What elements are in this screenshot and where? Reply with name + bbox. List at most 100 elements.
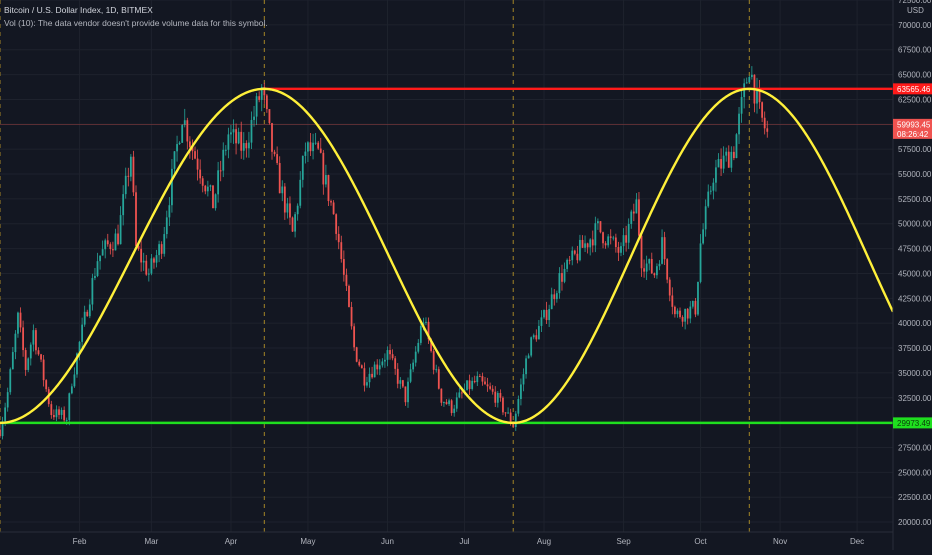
candle-down (45, 380, 48, 390)
candle-up (73, 374, 76, 387)
candle-down (666, 259, 669, 280)
candle-up (242, 143, 245, 151)
candle-up (704, 206, 707, 230)
candle-down (686, 308, 689, 319)
candle-up (248, 142, 250, 149)
candle-down (391, 354, 394, 359)
candle-up (756, 88, 758, 104)
candle-up (68, 393, 71, 420)
horizontal-levels (0, 87, 893, 425)
candle-up (496, 393, 499, 403)
currency-label: USD (907, 6, 924, 15)
volume-notice: Vol (10): The data vendor doesn't provid… (4, 18, 268, 28)
candle-up (745, 82, 748, 84)
candle-down (58, 409, 60, 415)
x-tick-label: Sep (616, 537, 631, 546)
candle-down (766, 128, 769, 132)
candle-up (748, 76, 751, 83)
candle-down (679, 310, 681, 317)
candle-up (378, 365, 381, 370)
candle-up (627, 223, 630, 243)
y-tick-label: 47500.00 (898, 245, 932, 254)
candle-up (738, 113, 740, 135)
candle-down (350, 306, 353, 327)
candle-up (707, 191, 710, 207)
candle-down (219, 170, 222, 172)
candle-up (14, 333, 17, 353)
candle-up (740, 97, 743, 114)
candle-down (568, 259, 571, 261)
candle-up (635, 199, 638, 214)
candle-up (722, 155, 725, 169)
candle-up (443, 402, 445, 404)
candle-up (168, 205, 171, 218)
candle-up (620, 246, 622, 253)
candle-up (32, 330, 35, 345)
candle-down (473, 380, 476, 383)
y-tick-label: 22500.00 (898, 493, 932, 502)
candle-down (371, 373, 373, 378)
candle-down (199, 169, 202, 179)
x-tick-label: Dec (850, 537, 864, 546)
candle-down (602, 232, 604, 244)
candle-down (19, 312, 22, 328)
candle-down (668, 279, 671, 296)
candle-up (699, 243, 702, 282)
candle-up (163, 234, 166, 254)
candle-up (414, 351, 417, 363)
candle-down (650, 258, 653, 274)
candle-up (691, 300, 694, 307)
price-label-box (893, 118, 932, 139)
candle-up (558, 273, 561, 294)
candle-down (484, 381, 486, 385)
candle-up (260, 86, 263, 100)
candle-down (245, 143, 248, 149)
candle-up (253, 116, 255, 120)
grid (0, 0, 893, 532)
candle-down (160, 244, 163, 254)
candle-up (9, 369, 12, 393)
candle-down (276, 154, 279, 164)
y-tick-label: 25000.00 (898, 468, 932, 477)
candle-up (299, 179, 302, 206)
candle-down (132, 156, 135, 193)
price-label: 29973.49 (897, 419, 931, 428)
candle-up (222, 149, 225, 171)
candle-up (527, 355, 530, 359)
candle-down (50, 404, 53, 415)
candle-up (206, 186, 209, 192)
candle-up (55, 409, 58, 418)
candle-down (140, 248, 143, 263)
candle-up (60, 409, 63, 415)
candle-down (545, 309, 548, 321)
candle-up (65, 419, 68, 421)
y-tick-label: 42500.00 (898, 294, 932, 303)
candle-down (617, 247, 620, 253)
candle-up (171, 168, 173, 206)
candle-up (366, 382, 368, 386)
candle-up (417, 342, 420, 352)
candle-up (543, 309, 545, 318)
x-tick-label: Mar (145, 537, 159, 546)
candle-down (271, 123, 273, 152)
candle-down (24, 350, 27, 370)
candle-down (450, 400, 453, 414)
candle-down (291, 217, 294, 232)
candle-down (512, 423, 515, 428)
candle-down (389, 350, 391, 355)
candle-up (165, 217, 168, 235)
candle-down (358, 361, 361, 366)
candle-down (268, 109, 271, 124)
price-label-box (893, 417, 932, 429)
candle-down (35, 330, 37, 351)
candle-up (119, 215, 122, 245)
candle-down (486, 384, 489, 387)
candle-down (212, 185, 214, 209)
candle-up (83, 311, 86, 325)
candle-down (37, 350, 40, 355)
price-axis: 20000.0022500.0025000.0027500.0030000.00… (892, 0, 932, 550)
x-tick-label: Nov (773, 537, 787, 546)
candle-up (324, 175, 327, 185)
